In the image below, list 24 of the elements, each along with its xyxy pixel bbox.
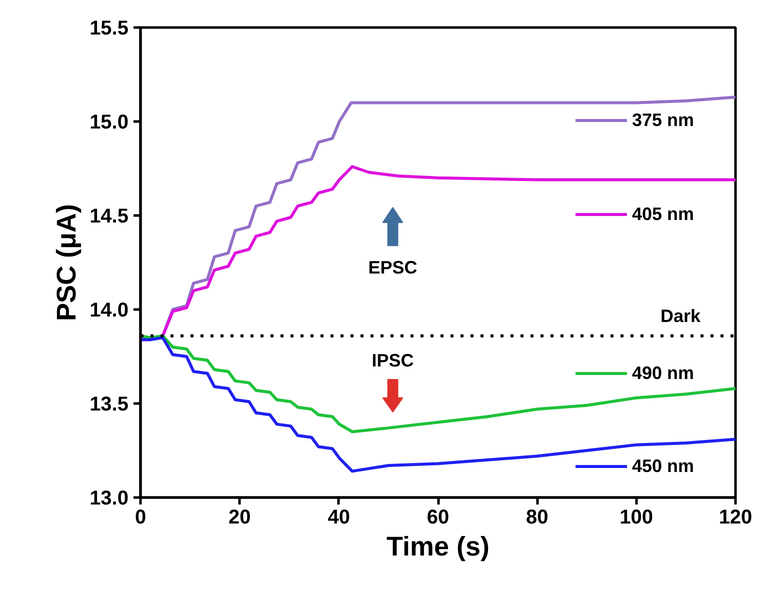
legend-label: 405 nm: [632, 202, 694, 226]
line-series: [140, 334, 736, 434]
legend-label: 490 nm: [632, 362, 694, 384]
y-axis-title: PSC (μA): [52, 204, 82, 322]
y-tick-label: 13.5: [90, 394, 129, 416]
x-tick-label: 80: [526, 506, 548, 528]
x-tick-label: 60: [426, 506, 450, 528]
ref-line-label: Dark: [660, 306, 702, 326]
y-tick-label: 14.5: [90, 206, 129, 228]
legend-label: 375 nm: [632, 108, 694, 132]
legend-label: 450 nm: [632, 454, 694, 478]
x-tick-label: 120: [718, 506, 752, 528]
x-axis-title: Time (s): [386, 532, 490, 562]
annotation: EPSC: [368, 258, 418, 278]
x-tick-label: 100: [620, 506, 654, 528]
y-tick-label: 15.0: [90, 112, 129, 134]
line-series: [140, 336, 736, 473]
x-tick-label: 0: [134, 506, 146, 528]
y-tick-label: 13.0: [90, 488, 129, 510]
annotation: IPSC: [372, 350, 414, 371]
x-tick-label: 40: [328, 506, 350, 528]
y-tick-label: 15.5: [90, 18, 129, 40]
x-tick-label: 20: [228, 506, 251, 528]
y-tick-label: 14.0: [90, 300, 129, 322]
